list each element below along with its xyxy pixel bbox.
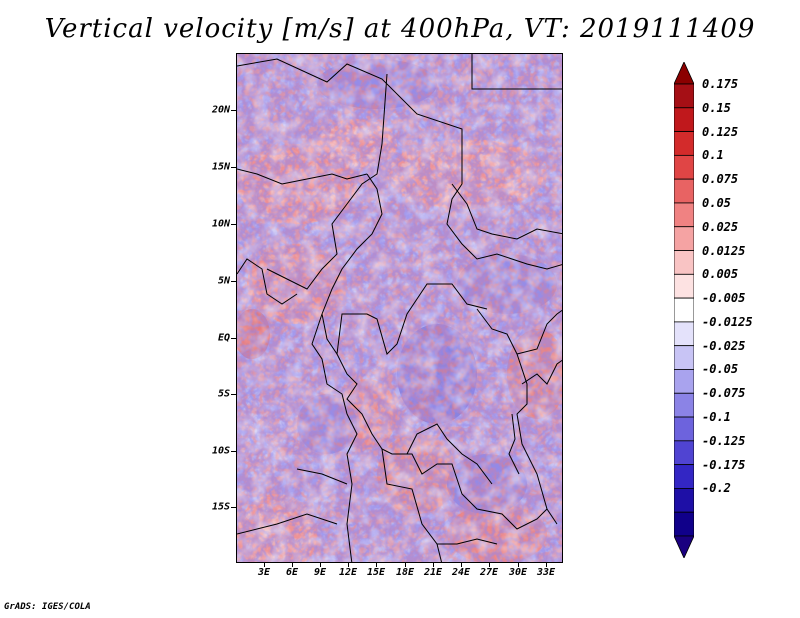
lat-tick [231, 338, 236, 339]
lon-tick [376, 563, 377, 567]
colorbar-band [674, 464, 694, 489]
colorbar-band [674, 416, 694, 442]
lat-tick [231, 281, 236, 282]
lon-tick [405, 563, 406, 567]
lat-tick [231, 110, 236, 111]
lon-tick [264, 563, 265, 567]
colorbar-label: 0.1 [702, 148, 724, 163]
lat-label: 5S [217, 388, 230, 400]
colorbar-label: 0.175 [702, 77, 739, 91]
colorbar-label: 0.05 [702, 195, 731, 210]
lon-label: 21E [423, 567, 443, 578]
lat-tick [231, 224, 236, 225]
lon-label: 30E [508, 567, 528, 578]
colorbar-band [674, 83, 694, 109]
map-panel [236, 53, 563, 563]
lon-tick [461, 563, 462, 567]
lat-label: 15S [211, 501, 230, 513]
lon-tick [489, 563, 490, 567]
colorbar-label: 0.025 [702, 219, 739, 234]
colorbar-band [674, 392, 694, 418]
lon-label: 33E [536, 567, 556, 578]
lat-tick [231, 167, 236, 168]
colorbar-band [674, 297, 694, 323]
colorbar-label: -0.1 [702, 410, 731, 425]
colorbar-band [674, 369, 694, 394]
lat-label: 20N [211, 104, 230, 116]
colorbar-band [674, 154, 694, 180]
country-borders [237, 54, 562, 562]
lon-tick [518, 563, 519, 567]
colorbar-label: -0.2 [702, 481, 731, 496]
colorbar-band [674, 202, 694, 228]
colorbar-band [674, 321, 694, 347]
lat-tick [231, 451, 236, 452]
credit-text: GrADS: IGES/COLA [4, 602, 91, 612]
colorbar-band [674, 250, 694, 275]
colorbar-label: 0.15 [702, 100, 731, 115]
colorbar-band [674, 345, 694, 370]
lat-label: EQ [217, 332, 230, 344]
colorbar-band [674, 488, 694, 513]
colorbar-label: -0.025 [702, 338, 746, 353]
colorbar-label: -0.0125 [702, 314, 753, 329]
colorbar-bottom-cap [674, 535, 694, 558]
colorbar-band [674, 511, 694, 537]
lon-tick [292, 563, 293, 567]
colorbar-label: 0.0125 [702, 243, 746, 258]
colorbar-label: 0.125 [702, 124, 739, 139]
lon-label: 12E [338, 567, 358, 578]
lon-label: 27E [479, 567, 499, 578]
chart-title: Vertical velocity [m/s] at 400hPa, VT: 2… [44, 14, 756, 44]
lon-label: 18E [395, 567, 415, 578]
colorbar-band [674, 273, 694, 299]
colorbar-label: -0.005 [702, 291, 746, 306]
lon-tick [433, 563, 434, 567]
lon-tick [546, 563, 547, 567]
colorbar-band [674, 131, 694, 156]
colorbar-band [674, 178, 694, 204]
colorbar-label: 0.075 [702, 172, 739, 187]
lon-tick [348, 563, 349, 567]
lon-label: 24E [451, 567, 471, 578]
velocity-field [237, 54, 562, 562]
lon-label: 3E [257, 567, 271, 578]
colorbar-label: -0.175 [702, 457, 746, 472]
lat-label: 10S [211, 445, 230, 457]
lat-label: 15N [211, 161, 230, 173]
lat-label: 10N [211, 218, 230, 230]
colorbar-top-cap [674, 62, 694, 85]
colorbar-label: -0.125 [702, 433, 746, 448]
colorbar-band [674, 107, 694, 132]
colorbar-band [674, 226, 694, 251]
colorbar-label: -0.075 [702, 386, 746, 401]
lon-label: 9E [313, 567, 327, 578]
lat-tick [231, 507, 236, 508]
lon-label: 6E [285, 567, 299, 578]
lon-tick [320, 563, 321, 567]
colorbar [674, 62, 694, 558]
lat-tick [231, 394, 236, 395]
colorbar-label: -0.05 [702, 362, 739, 377]
lon-label: 15E [366, 567, 386, 578]
lat-label: 5N [217, 275, 230, 287]
colorbar-label: 0.005 [702, 267, 739, 282]
colorbar-band [674, 440, 694, 466]
